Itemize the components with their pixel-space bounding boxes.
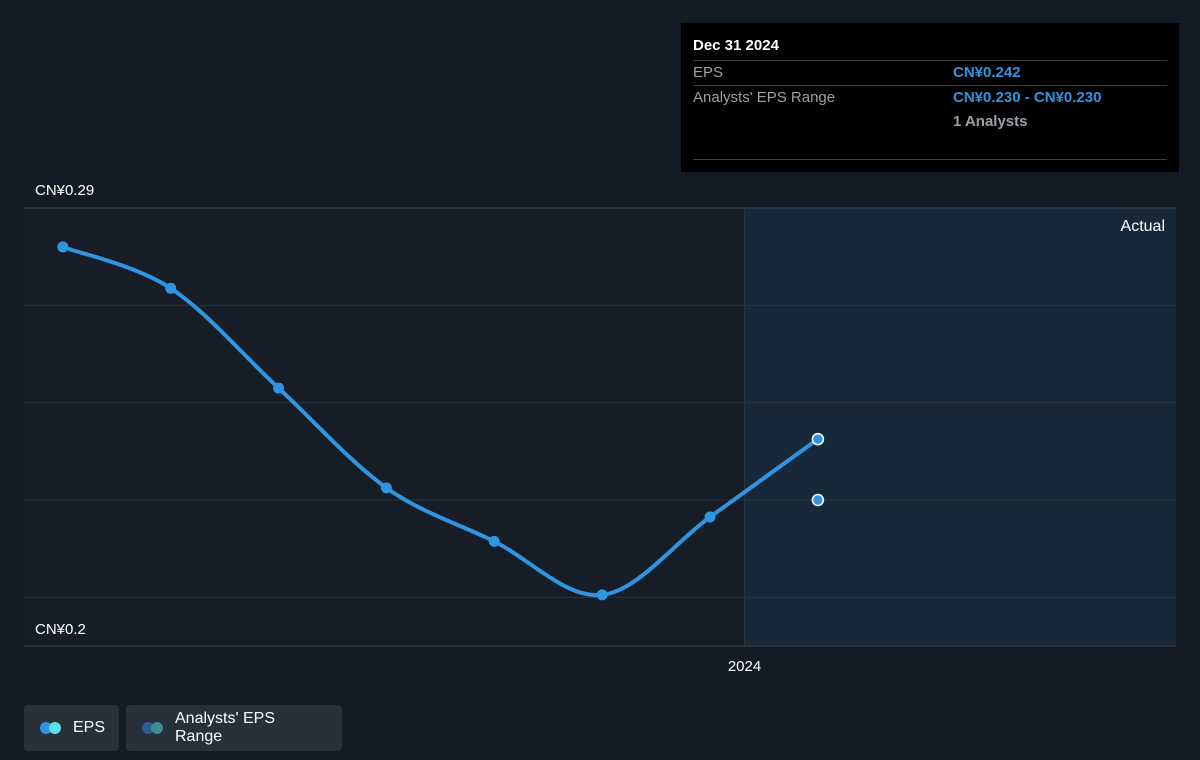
tooltip-range-label: Analysts' EPS Range [693, 89, 836, 106]
tooltip-analysts-count: 1 Analysts [953, 113, 1028, 130]
tooltip-eps-value: CN¥0.242 [953, 64, 1021, 81]
eps-point [596, 589, 608, 601]
past-region [24, 208, 745, 646]
tooltip-range-value: CN¥0.230 - CN¥0.230 [953, 89, 1102, 106]
legend-eps-label: EPS [73, 719, 106, 736]
eps-line [60, 244, 820, 598]
eps-point [704, 511, 716, 523]
tooltip-eps-row: EPS CN¥0.242 [693, 60, 1167, 86]
x-tick-label: 2024 [728, 658, 761, 675]
eps-point [380, 482, 392, 494]
tooltip: Dec 31 2024 EPS CN¥0.242 Analysts' EPS R… [681, 23, 1179, 172]
legend-eps-button[interactable]: EPS [24, 705, 119, 751]
actual-region [744, 208, 1176, 646]
y-tick-label-bottom: CN¥0.2 [35, 621, 86, 638]
actual-label: Actual [1121, 218, 1165, 235]
tooltip-eps-label: EPS [693, 64, 724, 81]
tooltip-analysts-row: 1 Analysts [693, 110, 1167, 135]
tooltip-date: Dec 31 2024 [693, 37, 779, 54]
eps-legend-icon [40, 722, 64, 734]
eps-point [811, 432, 825, 446]
legend-range-button[interactable]: Analysts' EPS Range [126, 705, 342, 751]
eps-point [57, 241, 69, 253]
tooltip-divider [693, 159, 1167, 160]
eps-point [165, 282, 177, 294]
y-tick-label-top: CN¥0.29 [35, 182, 94, 199]
tooltip-range-row: Analysts' EPS Range CN¥0.230 - CN¥0.230 [693, 85, 1167, 111]
eps-point [273, 382, 285, 394]
eps-point [488, 535, 500, 547]
analyst-range-point [811, 493, 825, 507]
range-legend-icon [142, 722, 166, 734]
legend-range-label: Analysts' EPS Range [175, 710, 275, 745]
range-dot-secondary [151, 722, 163, 734]
eps-dot-secondary [49, 722, 61, 734]
